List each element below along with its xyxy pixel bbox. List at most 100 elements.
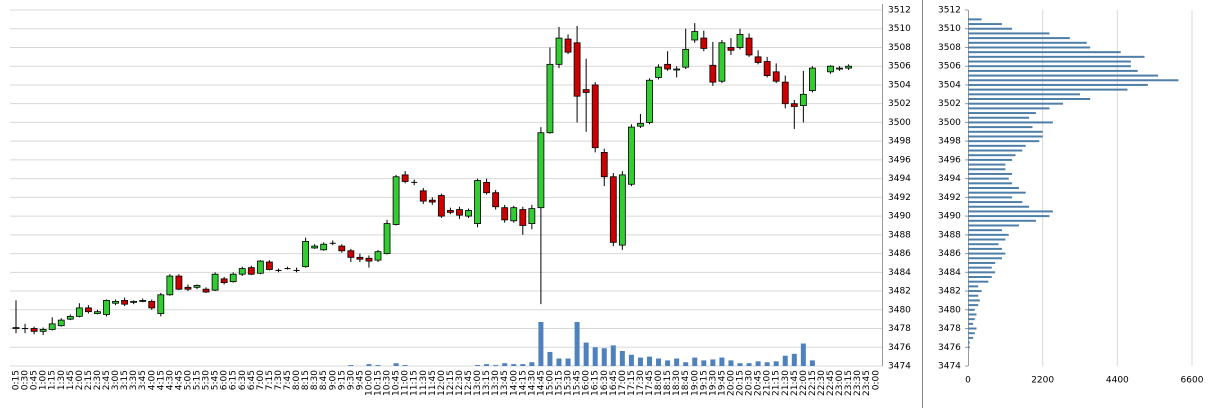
x-tick-label: 13:30 <box>491 370 501 396</box>
x-tick-label: 19:15 <box>699 370 709 396</box>
volume-bar <box>637 357 643 366</box>
x-tick-label: 14:00 <box>509 370 519 396</box>
x-tick-label: 12:15 <box>446 370 456 396</box>
candle-body <box>193 285 201 288</box>
x-tick-label: 7:30 <box>274 370 284 390</box>
y-tick-label: 3498 <box>938 137 961 147</box>
x-tick-label: 5:45 <box>211 370 221 390</box>
candle-body <box>637 122 644 127</box>
profile-bar <box>968 205 1030 208</box>
y-tick-label: 3506 <box>888 62 911 72</box>
candle-body <box>347 250 355 258</box>
x-tick-label: 6:30 <box>238 370 248 390</box>
candle-body <box>148 300 156 309</box>
y-tick-label: 3492 <box>938 193 961 203</box>
candle-body <box>320 243 328 251</box>
y-tick-label: 3498 <box>888 137 911 147</box>
profile-bar <box>968 93 1080 96</box>
profile-bar <box>968 60 1131 63</box>
volume-bar <box>728 360 734 366</box>
profile-bar <box>968 65 1131 68</box>
profile-bar <box>968 201 1023 204</box>
y-tick-label: 3484 <box>888 268 911 278</box>
candle-body <box>465 210 472 217</box>
profile-bar <box>968 191 1026 194</box>
profile-bar <box>968 112 1036 115</box>
volume-bar <box>402 365 408 366</box>
volume-bar <box>710 359 716 366</box>
profile-bar <box>968 271 996 274</box>
x-tick-label: 17:15 <box>627 370 637 396</box>
candle-body <box>265 261 273 270</box>
x-tick-label: 11:15 <box>410 370 420 396</box>
x-tick-label: 0:45 <box>30 370 40 390</box>
candle-body <box>175 275 183 290</box>
volume-bar <box>493 365 499 366</box>
y-tick-label: 3512 <box>888 6 911 16</box>
candle-body <box>673 68 681 71</box>
profile-bar <box>968 130 1043 133</box>
x-tick-label: 13:15 <box>482 370 492 396</box>
y-tick-label: 3512 <box>938 6 961 16</box>
y-tick-label: 3510 <box>888 24 911 34</box>
candle-body <box>184 286 192 290</box>
x-tick-label: 1:45 <box>66 370 76 390</box>
candle-body <box>845 65 852 69</box>
profile-bar <box>968 182 1013 185</box>
candle-body <box>157 294 165 314</box>
y-tick-label: 3492 <box>888 193 911 203</box>
candle-body <box>383 223 391 254</box>
candle-body <box>745 37 753 56</box>
candle-body <box>75 307 83 317</box>
x-tick-label: 10:45 <box>392 370 402 396</box>
profile-bar <box>968 144 1026 147</box>
candle-body <box>338 245 346 252</box>
x-tick-label: 2:00 <box>75 370 85 390</box>
x-tick-label: 20:00 <box>726 370 736 396</box>
candle-body <box>736 33 744 48</box>
candle-body <box>446 210 454 213</box>
x-tick-label: 15:30 <box>564 370 574 396</box>
profile-bar <box>968 252 1006 255</box>
profile-bar <box>968 102 1064 105</box>
x-tick-label: 6:15 <box>229 370 239 390</box>
y-tick-label: 3474 <box>938 362 961 372</box>
profile-bar <box>968 346 970 349</box>
x-tick-label: 1:30 <box>57 370 67 390</box>
volume-bar <box>647 356 652 366</box>
x-tick-label: 1:00 <box>39 370 49 390</box>
y-tick-label: 3486 <box>888 249 911 259</box>
profile-bar <box>968 140 1040 143</box>
candle-body <box>528 208 536 224</box>
profile-bar <box>968 46 1091 49</box>
x-tick-label: 19:30 <box>708 370 718 396</box>
x-tick-label: 18:00 <box>654 370 664 396</box>
x-tick-label: 7:45 <box>283 370 293 390</box>
x-tick-label: 23:30 <box>853 370 863 396</box>
profile-bar <box>968 266 992 269</box>
x-tick-label: 6:00 <box>220 370 230 390</box>
x-tick-label: 20:45 <box>754 370 764 396</box>
profile-bar <box>968 18 982 21</box>
x-tick-label: 9:15 <box>337 370 347 390</box>
x-tick-label: 16:45 <box>609 370 619 396</box>
candle-body <box>401 174 409 182</box>
x-tick-label: 10:00 <box>364 370 374 396</box>
profile-bar <box>968 299 980 302</box>
candle-body <box>121 300 128 305</box>
y-tick-label: 3474 <box>888 362 911 372</box>
volume-bar <box>511 364 517 366</box>
x-tick-label: 10:30 <box>383 370 393 396</box>
candle-body <box>618 174 626 246</box>
candle-body <box>456 209 463 216</box>
profile-bar <box>968 69 1138 72</box>
y-tick-label: 3490 <box>888 212 911 222</box>
x-tick-label: 16:15 <box>591 370 601 396</box>
volume-bar <box>556 358 562 366</box>
y-tick-label: 3496 <box>888 155 911 165</box>
profile-bar <box>968 304 979 307</box>
candle-body <box>628 126 635 185</box>
candle-body <box>238 268 246 275</box>
